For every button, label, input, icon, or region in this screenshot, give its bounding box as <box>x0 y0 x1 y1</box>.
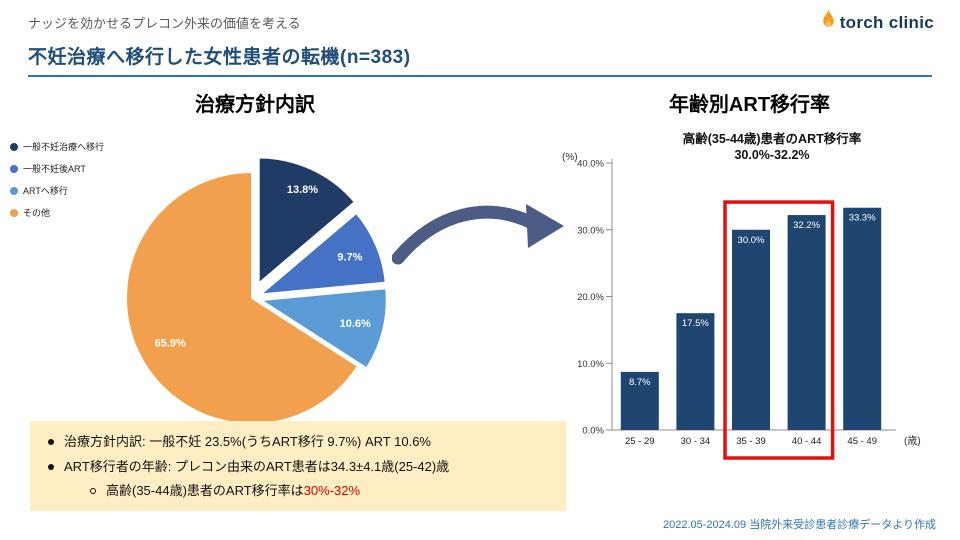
eyebrow-text: ナッジを効かせるプレコン外来の価値を考える <box>28 16 301 31</box>
summary-bullet-3-text: 高齢(35-44歳)患者のART移行率は30%-32% <box>106 483 361 499</box>
summary-box: 治療方針内訳: 一般不妊 23.5%(うちART移行 9.7%) ART 10.… <box>30 421 566 511</box>
legend-label: その他 <box>23 208 51 218</box>
legend-dot-icon <box>10 186 18 195</box>
summary-bullet-3: 高齢(35-44歳)患者のART移行率は30%-32% <box>90 482 548 500</box>
bar-3 <box>787 215 826 430</box>
bar-chart: 0.0% 10.0% 20.0% 30.0% 40.0%(%) (歳) 8.7% 25 - 2… <box>562 152 921 460</box>
pie-slice-label: 13.8% <box>287 184 318 196</box>
bar-annotation-line2: 30.0%-32.2% <box>734 148 810 163</box>
x-tick-label: 25 - 29 <box>625 436 655 447</box>
source-note: 2022.05-2024.09 当院外来受診患者診療データより作成 <box>662 519 936 531</box>
bar-value-label: 33.3% <box>849 213 876 224</box>
legend-item-1: 一般不妊後ART <box>10 162 104 175</box>
legend-item-0: 一般不妊治療へ移行 <box>10 140 104 153</box>
x-axis-unit: (歳) <box>904 435 921 447</box>
summary-bullet-2: ART移行者の年齢: プレコン由来のART患者は34.3±4.1歳(25-42)… <box>48 458 548 476</box>
y-tick-label: 0.0% <box>582 426 604 437</box>
y-axis-unit: (%) <box>562 152 578 163</box>
bar-annotation-line1: 高齢(35-44歳)患者のART移行率 <box>682 132 862 146</box>
bar-value-label: 30.0% <box>738 235 765 246</box>
legend-label: ARTへ移行 <box>23 186 68 196</box>
pie-slice-3 <box>125 170 360 425</box>
pie-slice-2 <box>257 287 388 370</box>
pie-slice-label: 65.9% <box>155 338 186 350</box>
summary-bullet-1: 治療方針内訳: 一般不妊 23.5%(うちART移行 9.7%) ART 10.… <box>48 433 548 451</box>
transition-arrow-icon <box>392 204 564 265</box>
pie-chart: 13.8% 9.7% 10.6% 65.9% <box>125 156 388 425</box>
sub-bullet-icon <box>90 488 96 495</box>
logo: torch clinic <box>821 9 934 31</box>
pie-legend: 一般不妊治療へ移行 一般不妊後ART ARTへ移行 その他 <box>10 140 104 219</box>
bar-section-title: 年齢別ART移行率 <box>668 94 831 116</box>
summary-bullet-1-text: 治療方針内訳: 一般不妊 23.5%(うちART移行 9.7%) ART 10.… <box>64 434 431 449</box>
legend-label: 一般不妊治療へ移行 <box>23 142 105 152</box>
flame-icon <box>822 9 834 28</box>
legend-label: 一般不妊後ART <box>23 164 86 174</box>
title-divider <box>28 75 932 77</box>
bar-value-label: 8.7% <box>629 377 651 388</box>
x-tick-label: 30 - 34 <box>681 436 711 447</box>
bar-0 <box>620 371 659 430</box>
bar-2 <box>732 229 770 430</box>
bar-4 <box>843 207 882 430</box>
pie-slice-label: 10.6% <box>340 318 371 330</box>
x-tick-label: 35 - 39 <box>736 436 766 447</box>
y-tick-label: 40.0% <box>577 159 604 170</box>
legend-dot-icon <box>10 142 18 151</box>
page-title: 不妊治療へ移行した女性患者の転機(n=383) <box>28 47 411 68</box>
summary-bullet-2-text: ART移行者の年齢: プレコン由来のART患者は34.3±4.1歳(25-42)… <box>64 458 450 474</box>
bar-annotation: 高齢(35-44歳)患者のART移行率 30.0%-32.2% <box>612 131 932 164</box>
logo-text: torch clinic <box>839 13 934 32</box>
summary-highlight-red: 30%-32% <box>303 483 361 499</box>
x-tick-label: 40 - 44 <box>792 436 822 447</box>
x-tick-label: 45 - 49 <box>847 436 877 447</box>
bar-value-label: 32.2% <box>793 220 820 231</box>
legend-dot-icon <box>10 164 18 173</box>
legend-item-3: その他 <box>10 206 104 219</box>
y-tick-label: 30.0% <box>577 225 604 236</box>
pie-section-title: 治療方針内訳 <box>195 94 315 116</box>
pie-slice-0 <box>257 156 357 286</box>
y-tick-label: 10.0% <box>577 359 604 370</box>
bar-1 <box>676 313 715 430</box>
legend-item-2: ARTへ移行 <box>10 184 104 197</box>
bullet-icon <box>48 463 54 470</box>
legend-dot-icon <box>10 208 18 217</box>
bar-value-label: 17.5% <box>682 318 709 329</box>
pie-slice-1 <box>257 211 387 296</box>
highlight-box <box>723 200 835 460</box>
y-tick-label: 20.0% <box>577 292 604 303</box>
bullet-icon <box>48 439 54 445</box>
pie-slice-label: 9.7% <box>337 252 362 264</box>
